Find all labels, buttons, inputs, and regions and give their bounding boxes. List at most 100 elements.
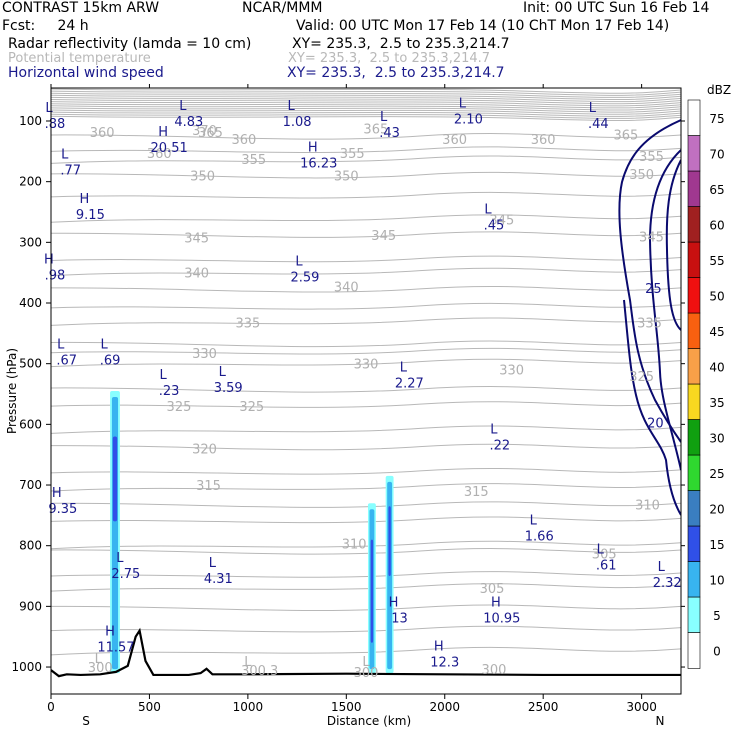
colorbar-swatch [687,170,701,207]
colorbar-label: 35 [709,396,724,410]
theta-label: 300 [482,663,507,678]
theta-label: 310 [342,537,367,552]
y-tick-label: 700 [19,478,42,492]
wind-extremum-type: H [389,595,399,610]
wind-extremum-type: L [597,543,605,558]
theta-upper-line [51,113,681,119]
reflectivity-column-15dbz [370,539,374,643]
wind-extremum-value: .88 [45,117,66,132]
x-end-label-left: S [82,714,90,728]
theta-label: L [244,655,252,670]
theta-contour [51,548,681,555]
theta-contour [51,267,681,277]
colorbar-swatch [687,383,701,420]
wind-contour-label: 25 [645,282,662,297]
wind-extremum-type: L [484,202,492,217]
wind-extremum-value: 10.95 [483,611,520,626]
theta-contour [51,171,681,179]
colorbar-swatch [687,561,701,598]
colorbar-swatch [687,419,701,456]
x-end-label-right: N [656,714,665,728]
theta-label: 345 [489,213,514,228]
wind-extremum-value: 3.59 [214,381,243,396]
colorbar-label: 0 [713,644,721,658]
wind-extremum-type: L [179,99,187,114]
colorbar-swatch [687,490,701,527]
wind-extremum-type: L [61,148,69,163]
theta-label: 335 [637,316,662,331]
y-tick-label: 1000 [11,660,42,674]
wind-extremum-value: 2.27 [395,377,424,392]
theta-upper-line [51,99,681,105]
x-tick-label: 2500 [528,700,559,714]
x-tick-label: 2000 [429,700,460,714]
colorbar-label: 55 [709,254,724,268]
theta-contour [51,340,681,348]
theta-label: 330 [499,364,524,379]
theta-contour [51,583,681,592]
theta-upper-line [51,103,681,109]
y-tick-label: 300 [19,235,42,249]
theta-label: 315 [196,479,221,494]
theta-label: 360 [90,126,115,141]
wind-extremum-type: L [100,338,108,353]
plot-frame [50,87,682,695]
model-title: CONTRAST 15km ARW [2,0,160,16]
theta-upper-line [51,115,681,122]
colorbar-unit: dBZ [707,83,731,97]
theta-label: 320 [192,443,217,458]
theta-label: 365 [613,128,638,143]
theta-label: 370 [192,124,217,139]
theta-label: 360 [531,133,556,148]
wind-extremum-value: .43 [379,126,400,141]
theta-contours [51,133,681,656]
theta-label: L [362,655,370,670]
theta-label: 315 [464,485,489,500]
theta-label: 305 [592,548,617,563]
theta-contour [51,155,681,164]
y-axis-title: Pressure (hPa) [5,348,19,434]
y-tick-label: 600 [19,417,42,431]
init-time: Init: 00 UTC Sun 16 Feb 14 [523,0,710,16]
colorbar-label: 70 [709,147,724,161]
theta-label: 360 [232,133,257,148]
theta-label: 300.3 [241,664,278,679]
wind-extremum-type: H [44,253,54,268]
colorbar-swatch [687,135,701,172]
theta-contour [51,347,681,355]
wind-extremum-type: L [45,101,53,116]
x-tick-label: 3000 [626,700,657,714]
x-tick-label: 1000 [233,700,264,714]
wind-extremum-type: L [209,556,217,571]
wind-extremum-type: H [79,192,89,207]
colorbar-label: 20 [709,502,724,516]
wind-extremum-value: 11.57 [97,641,134,656]
wind-extremum-type: L [287,99,295,114]
theta-contour [51,302,681,310]
theta-label: 345 [371,229,396,244]
wind-extremum-value: .67 [56,354,77,369]
reflectivity-columns [110,390,394,674]
wind-extremum-value: .77 [60,164,81,179]
theta-label: 355 [340,147,365,162]
theta-label: 330 [354,358,379,373]
wind-contour-label: 20 [647,417,664,432]
theta-label: 350 [629,168,654,183]
valid-time: Valid: 00 UTC Mon 17 Feb 14 (10 ChT Mon … [296,18,670,34]
colorbar-label: 40 [709,360,724,374]
theta-upper-line [51,88,681,94]
wind-extremum-type: H [308,140,318,155]
theta-contour [51,540,681,550]
theta-label: 365 [198,126,223,141]
colorbar-label: 45 [709,325,724,339]
theta-upper-line [51,105,681,111]
x-axis-title: Distance (km) [327,714,411,728]
theta-label: 365 [363,122,388,137]
theta-contour [51,386,681,393]
theta-label: 360 [147,147,172,162]
theta-upper-line [51,111,681,117]
theta-contour [51,467,681,475]
wind-extremum-value: 13 [391,611,408,626]
theta-contour [51,625,681,633]
